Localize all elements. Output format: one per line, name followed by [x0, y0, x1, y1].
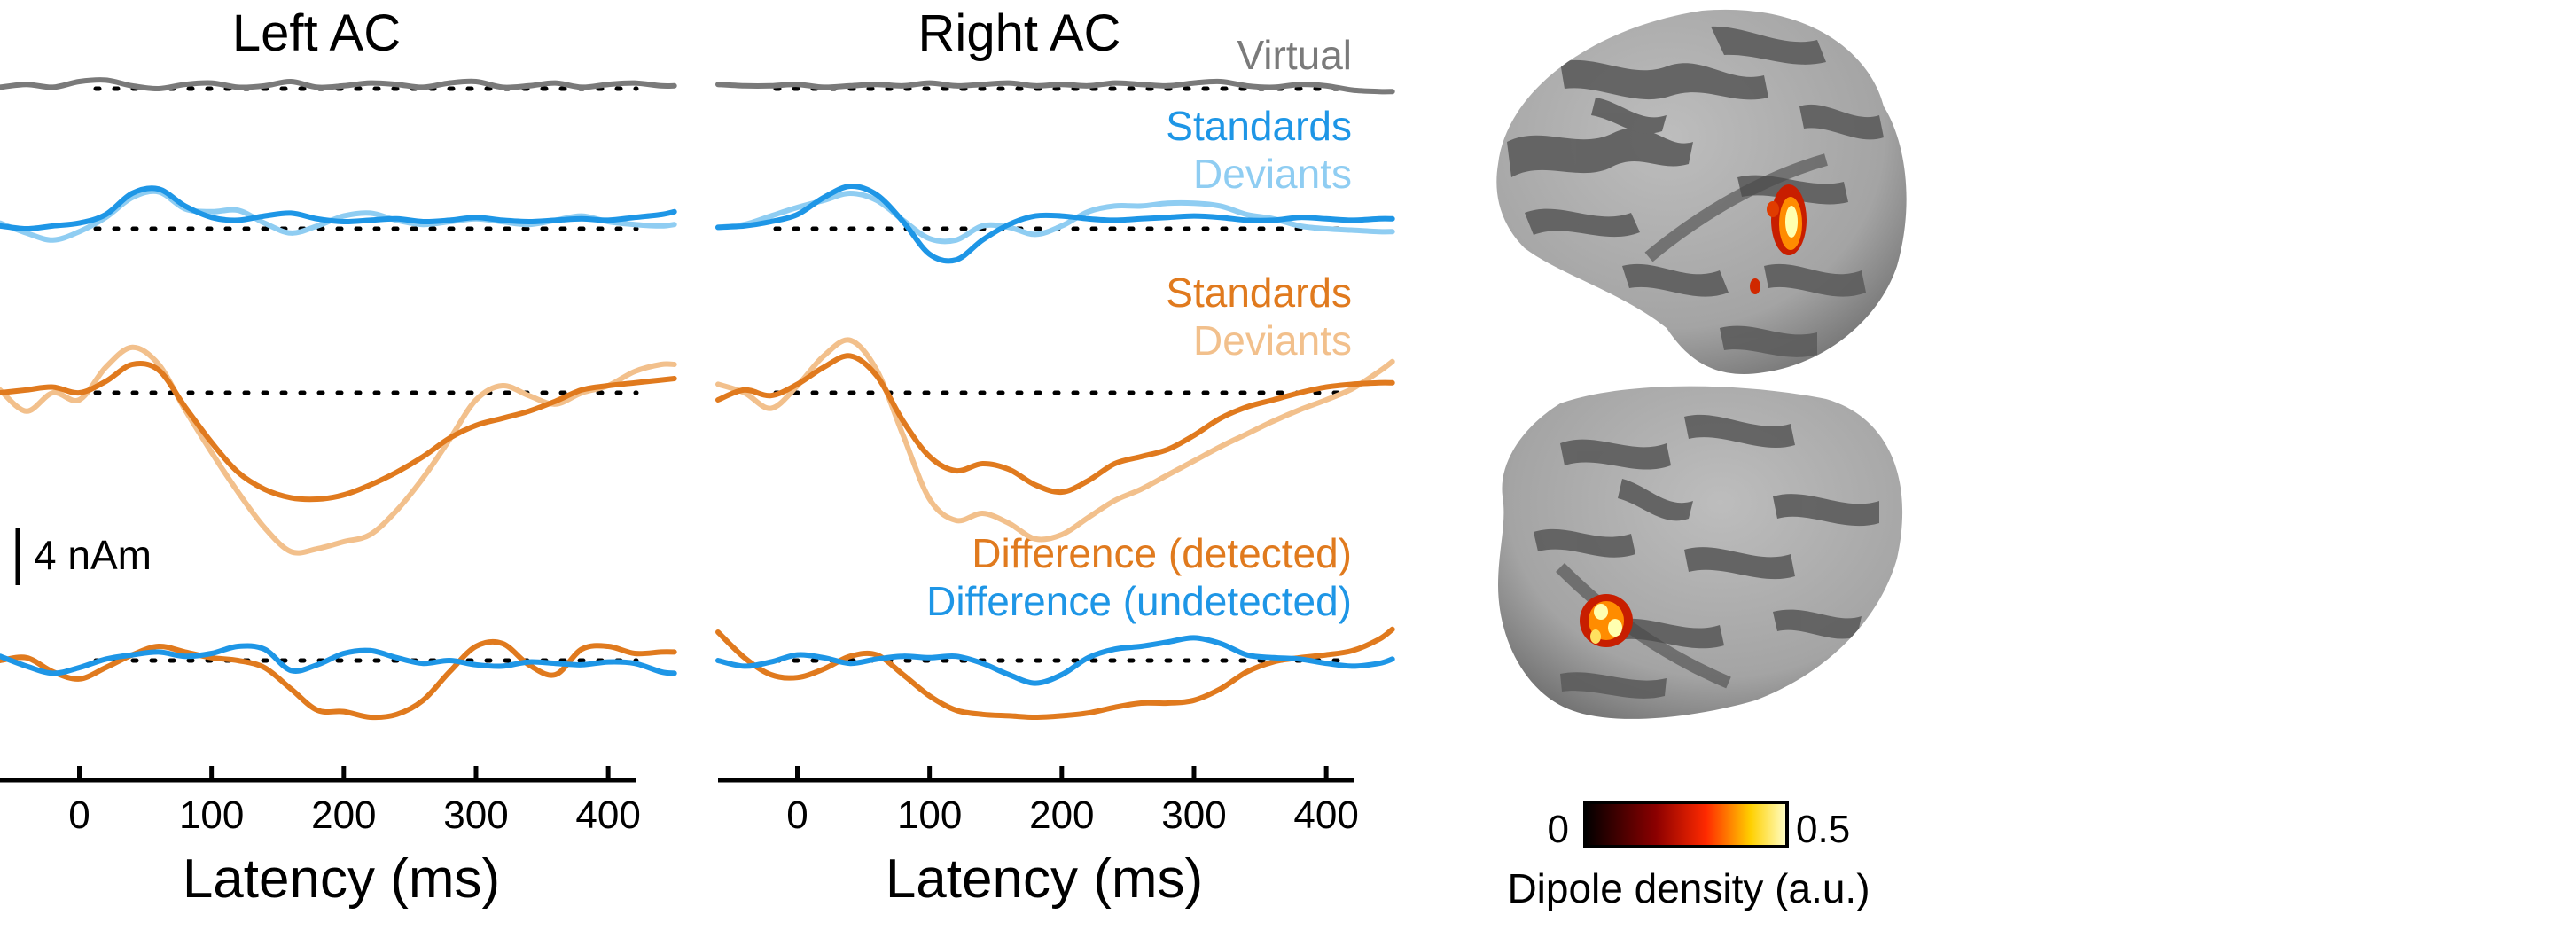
right-virtual-trace-virtual	[715, 78, 1395, 95]
right-panel-title: Right AC	[918, 4, 1121, 62]
left-x-tick-label-200: 200	[311, 794, 376, 837]
legend-standards-orange: Standards	[1166, 270, 1352, 316]
left-panel-title: Left AC	[232, 4, 401, 62]
right-x-tick-label-0: 0	[786, 794, 808, 837]
x-axes: 0 100 200 300 400 0 100 200 300 400	[0, 766, 1359, 837]
colorbar	[1583, 801, 1789, 848]
left-difference-trace-difference-detected	[0, 638, 677, 721]
right-orange-trace-deviants	[715, 337, 1395, 543]
left-x-tick-label-100: 100	[179, 794, 244, 837]
legend-deviants-blue: Deviants	[1193, 151, 1352, 197]
right-orange-trace-standards	[715, 353, 1395, 496]
traces	[0, 77, 1395, 721]
scale-bar-label: 4 nAm	[34, 532, 152, 578]
right-x-tick-label-400: 400	[1293, 794, 1358, 837]
legend-standards-blue: Standards	[1166, 103, 1352, 149]
left-x-tick-label-0: 0	[68, 794, 90, 837]
colorbar-min-label: 0	[1548, 808, 1569, 851]
left-x-tick-label-400: 400	[575, 794, 640, 837]
right-difference-trace-difference-detected	[715, 626, 1395, 720]
right-x-tick-label-100: 100	[897, 794, 962, 837]
left-difference-trace-difference-undetected	[0, 643, 677, 676]
legend-deviants-orange: Deviants	[1193, 317, 1352, 364]
legend-difference-undetected: Difference (undetected)	[926, 578, 1352, 624]
right-x-tick-label-300: 300	[1161, 794, 1226, 837]
right-blue-trace-standards	[715, 183, 1395, 264]
legend: Virtual Standards Deviants Standards Dev…	[926, 32, 1352, 624]
colorbar-max-label: 0.5	[1796, 808, 1850, 851]
left-x-tick-label-300: 300	[443, 794, 508, 837]
left-blue-trace-standards	[0, 185, 677, 231]
colorbar-label: Dipole density (a.u.)	[1507, 865, 1870, 911]
left-orange-trace-standards	[0, 360, 677, 503]
brain-left-hemisphere-image	[1496, 9, 1907, 374]
left-orange-trace-deviants	[0, 344, 677, 556]
right-xaxis-label: Latency (ms)	[886, 848, 1203, 910]
brain-right-hemisphere-image	[1498, 386, 1903, 719]
right-blue-trace-deviants	[715, 191, 1395, 245]
left-virtual-trace-virtual	[0, 77, 677, 92]
right-difference-trace-difference-undetected	[715, 635, 1395, 686]
legend-virtual: Virtual	[1237, 32, 1352, 78]
right-x-tick-label-200: 200	[1029, 794, 1094, 837]
left-xaxis-label: Latency (ms)	[183, 848, 500, 910]
